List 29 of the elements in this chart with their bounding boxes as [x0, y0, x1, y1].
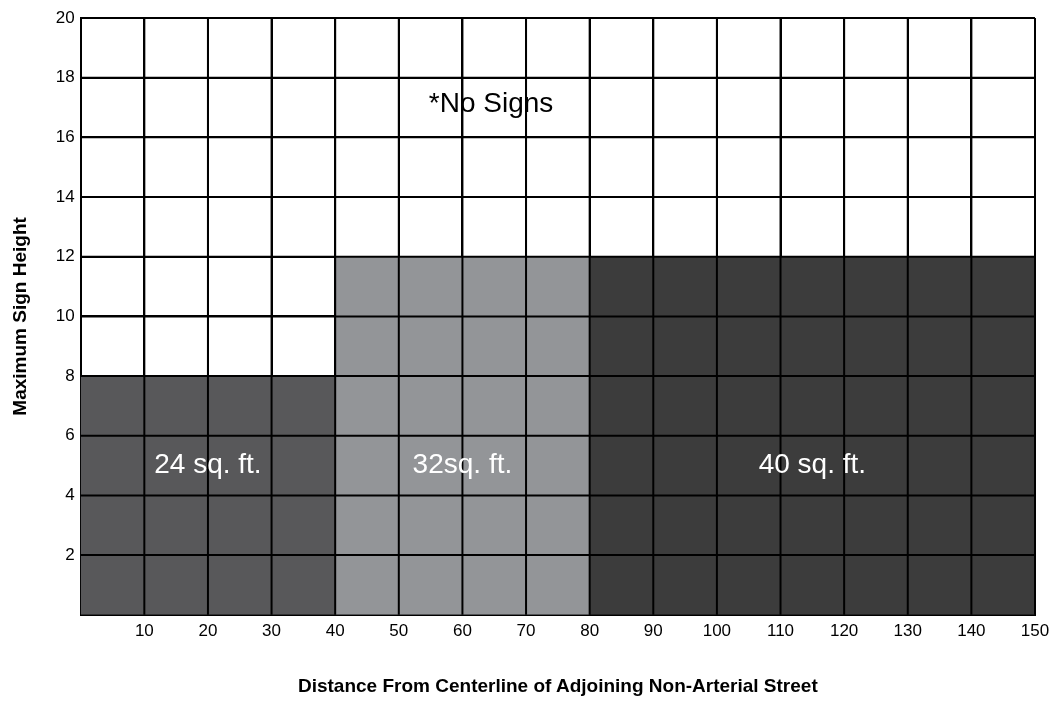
y-tick-label: 16	[55, 127, 75, 147]
x-tick-label: 110	[766, 620, 795, 640]
x-axis-title: Distance From Centerline of Adjoining Non-Arterial Street	[297, 674, 819, 696]
x-tick-label: 70	[516, 620, 536, 640]
x-tick-label: 20	[198, 620, 218, 640]
x-tick-label: 30	[262, 620, 282, 640]
x-tick-label: 50	[389, 620, 409, 640]
x-tick-label: 100	[702, 620, 732, 640]
y-tick-label: 20	[55, 7, 75, 27]
x-tick-label: 150	[1020, 620, 1050, 640]
y-tick-label: 6	[65, 425, 75, 445]
x-tick-label: 80	[580, 620, 600, 640]
y-tick-label: 18	[55, 67, 75, 87]
annotation: 40 sq. ft.	[758, 448, 867, 480]
x-tick-label: 10	[134, 620, 154, 640]
y-tick-label: 2	[65, 544, 75, 564]
annotation: 24 sq. ft.	[154, 448, 262, 480]
x-tick-label: 90	[643, 620, 663, 640]
y-tick-label: 14	[55, 186, 75, 206]
x-tick-label: 140	[957, 620, 986, 640]
y-tick-label: 12	[55, 246, 75, 266]
y-tick-label: 4	[65, 485, 75, 505]
y-tick-label: 10	[55, 306, 75, 326]
y-axis-title: Maximum Sign Height	[8, 216, 30, 416]
x-tick-label: 120	[829, 620, 859, 640]
y-tick-label: 8	[65, 365, 75, 385]
x-tick-label: 130	[893, 620, 922, 640]
x-tick-label: 40	[325, 620, 345, 640]
x-tick-label: 60	[452, 620, 472, 640]
